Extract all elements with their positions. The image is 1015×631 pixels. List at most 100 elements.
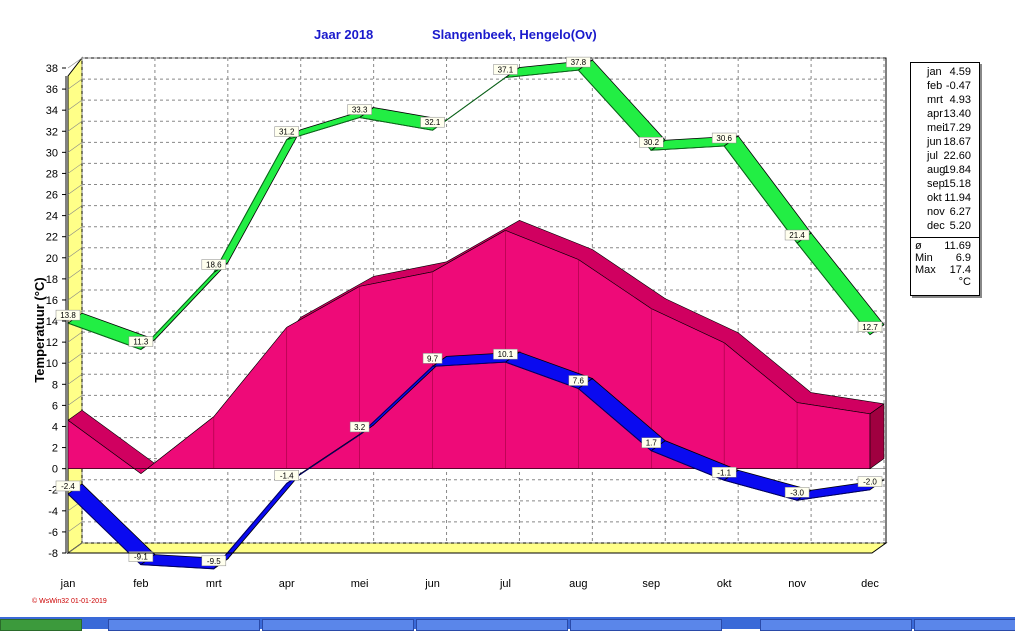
data-label-box xyxy=(420,116,445,128)
data-label-box xyxy=(568,375,589,386)
data-label: 11.3 xyxy=(133,338,149,347)
data-label-box xyxy=(493,64,518,75)
x-tick-label: jan xyxy=(60,578,76,590)
y-tick-label: 12 xyxy=(46,337,58,349)
gridline-wall xyxy=(67,142,83,153)
legend-month-label: jul xyxy=(927,150,939,162)
x-tick-label: nov xyxy=(788,578,806,590)
data-label: -2.4 xyxy=(61,482,75,491)
legend-month-value: 11.94 xyxy=(944,192,971,204)
data-label-box xyxy=(422,353,443,364)
data-label-box xyxy=(641,437,662,448)
x-tick-label: jun xyxy=(424,578,440,590)
data-label: 32.1 xyxy=(425,118,441,127)
y-tick-label: 28 xyxy=(46,168,58,180)
data-label-box xyxy=(55,309,81,321)
data-label: -1.4 xyxy=(280,471,294,480)
chart-floor xyxy=(66,542,888,554)
legend-row-apr: apr 13.40 xyxy=(911,108,979,122)
data-label: 1.7 xyxy=(646,439,658,448)
y-tick-label: 14 xyxy=(46,316,58,328)
legend-summary-row: °C xyxy=(911,276,979,290)
data-label: 12.7 xyxy=(862,323,878,332)
y-tick-label: 32 xyxy=(46,126,58,138)
data-label: 10.1 xyxy=(498,350,514,359)
y-tick-label: 22 xyxy=(46,232,58,244)
y-tick-label: 10 xyxy=(46,358,58,370)
taskbar-button[interactable] xyxy=(760,619,912,631)
taskbar-button[interactable] xyxy=(416,619,568,631)
data-label-box xyxy=(128,551,154,562)
legend-summary-label: Max xyxy=(915,264,936,276)
data-label-box xyxy=(566,56,591,68)
x-tick-label: okt xyxy=(717,578,732,590)
y-tick-label: 4 xyxy=(52,421,58,433)
x-tick-label: apr xyxy=(279,578,295,590)
y-tick-label: 26 xyxy=(46,190,58,202)
y-tick-label: 24 xyxy=(46,211,58,223)
data-label: -2.0 xyxy=(863,478,877,487)
legend-summary-label: ø xyxy=(915,240,922,252)
chart-title-year: Jaar 2018 xyxy=(314,27,374,42)
data-label-box xyxy=(201,555,227,567)
taskbar xyxy=(0,617,1015,631)
y-tick-label: -2 xyxy=(48,485,58,497)
legend-summary-value: °C xyxy=(958,276,971,288)
taskbar-start-button[interactable] xyxy=(0,619,82,631)
y-axis-label: Temperatuur (°C) xyxy=(32,277,47,382)
ribbon-front-line-min xyxy=(67,361,871,570)
x-tick-label: jul xyxy=(499,578,511,590)
gridline-wall xyxy=(67,331,83,343)
taskbar-button[interactable] xyxy=(914,619,1015,631)
data-label: 33.3 xyxy=(352,106,368,115)
data-label-box xyxy=(639,136,664,148)
legend-month-value: 22.60 xyxy=(943,150,971,162)
data-label-box xyxy=(347,104,372,115)
legend-month-value: 18.67 xyxy=(943,136,971,148)
legend-month-value: 15.18 xyxy=(943,178,971,190)
legend-row-mei: mei 17.29 xyxy=(911,122,979,136)
data-label: 31.2 xyxy=(279,128,295,137)
gridline-wall xyxy=(67,521,83,533)
legend-month-value: 17.29 xyxy=(943,122,971,134)
data-label: 30.2 xyxy=(643,138,659,147)
taskbar-button[interactable] xyxy=(108,619,260,631)
taskbar-button[interactable] xyxy=(262,619,414,631)
legend-month-label: mrt xyxy=(927,94,943,106)
data-label-box xyxy=(274,470,299,481)
gridline-wall xyxy=(67,184,83,195)
legend-month-label: nov xyxy=(927,206,945,218)
data-label-box xyxy=(784,229,810,241)
data-label: -9.5 xyxy=(207,557,221,566)
legend-separator xyxy=(911,237,979,238)
y-tick-label: 38 xyxy=(46,63,58,75)
legend-month-value: 4.59 xyxy=(949,66,971,78)
legend-summary-row: Max 17.4 xyxy=(911,264,979,278)
data-label-box xyxy=(493,348,518,360)
y-tick-label: 16 xyxy=(46,295,58,307)
y-tick-label: 34 xyxy=(46,105,58,117)
data-label-box xyxy=(274,126,299,137)
legend-row-jul: jul 22.60 xyxy=(911,150,979,164)
legend-summary-value: 6.9 xyxy=(955,252,971,264)
legend-row-okt: okt 11.94 xyxy=(911,192,979,206)
gridline-wall xyxy=(67,268,83,280)
taskbar-button[interactable] xyxy=(570,619,722,631)
y-tick-label: 18 xyxy=(46,274,58,286)
y-tick-label: 36 xyxy=(46,84,58,96)
data-label: 21.4 xyxy=(789,231,805,240)
data-label: 9.7 xyxy=(427,354,439,363)
y-tick-label: -4 xyxy=(48,506,58,518)
gridline-wall xyxy=(67,226,83,237)
data-label: 7.6 xyxy=(573,377,585,386)
gridline-wall xyxy=(67,57,83,69)
monthly-average-legend: jan 4.59 feb -0.47 mrt 4.93 apr 13.40 mei 17.29 ju… xyxy=(910,62,980,296)
legend-row-jan: jan 4.59 xyxy=(911,66,979,80)
y-tick-label: 20 xyxy=(46,253,58,265)
legend-row-dec: dec 5.20 xyxy=(911,220,979,234)
y-tick-label: 30 xyxy=(46,147,58,159)
data-label: 37.8 xyxy=(571,58,587,67)
legend-summary-value: 17.4 xyxy=(949,264,971,276)
y-tick-label: 6 xyxy=(52,400,58,412)
gridline-wall xyxy=(67,289,83,301)
